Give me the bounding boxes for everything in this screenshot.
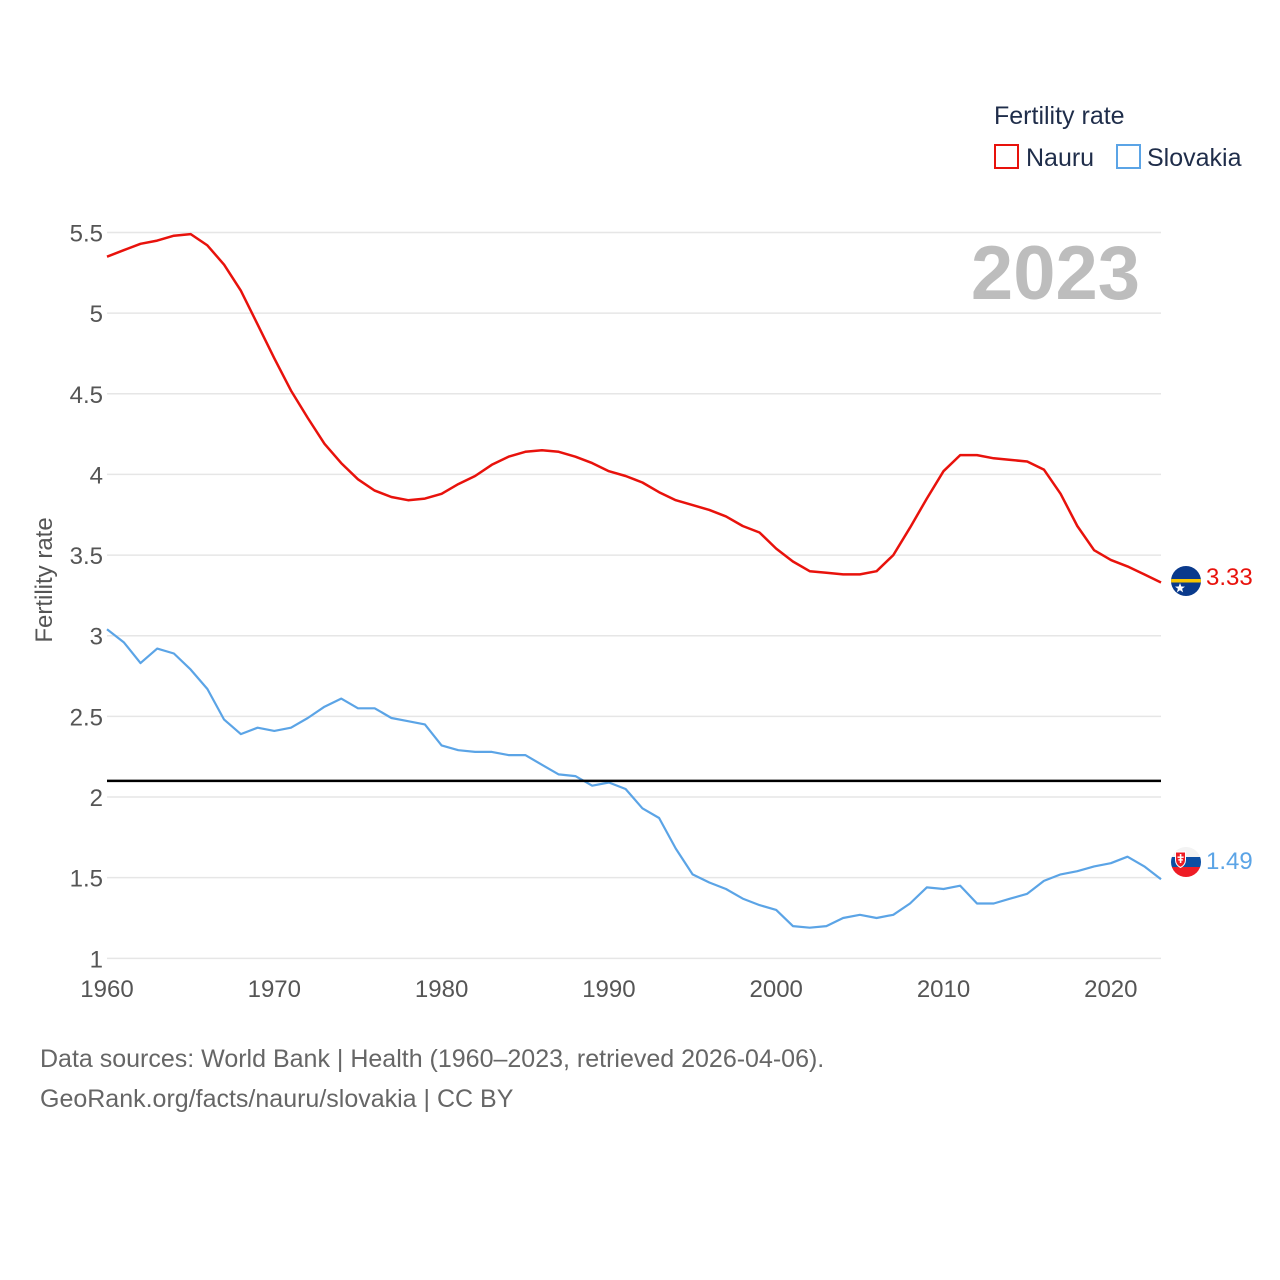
grid-lines — [107, 231, 1161, 960]
slovakia-flag-icon — [1171, 847, 1201, 877]
series-lines — [106, 232, 1162, 929]
x-tick-labels: 1960 1970 1980 1990 2000 2010 2020 — [80, 976, 1137, 1003]
y-tick-label: 5 — [90, 301, 103, 328]
x-tick-label: 1980 — [415, 976, 468, 1003]
y-tick-label: 4.5 — [70, 382, 103, 409]
end-value-label-slovakia: 1.49 — [1206, 848, 1253, 875]
y-tick-label: 2.5 — [70, 704, 103, 731]
x-tick-label: 2010 — [917, 976, 970, 1003]
legend-title: Fertility rate — [994, 102, 1125, 130]
x-tick-label: 1970 — [248, 976, 301, 1003]
y-axis-title: Fertility rate — [31, 517, 58, 642]
legend-swatch-slovakia[interactable] — [1116, 144, 1141, 169]
x-tick-label: 2000 — [750, 976, 803, 1003]
year-label: 2023 — [971, 231, 1140, 316]
credit-text: GeoRank.org/facts/nauru/slovakia | CC BY — [40, 1085, 514, 1113]
y-tick-label: 4 — [90, 462, 103, 489]
fertility-chart: 1 1.5 2 2.5 3 3.5 4 4.5 5 5.5 1960 1970 1980 1990 200… — [31, 102, 1253, 1003]
x-tick-label: 1960 — [80, 976, 133, 1003]
y-tick-label: 1 — [90, 946, 103, 973]
data-source-text: Data sources: World Bank | Health (1960–… — [40, 1045, 825, 1073]
x-tick-label: 2020 — [1084, 976, 1137, 1003]
x-tick-label: 1990 — [582, 976, 635, 1003]
series-line-nauru[interactable] — [106, 232, 1162, 584]
y-tick-label: 3.5 — [70, 543, 103, 570]
legend-swatch-nauru[interactable] — [994, 144, 1019, 169]
legend-label-slovakia[interactable]: Slovakia — [1147, 144, 1242, 172]
y-tick-label: 3 — [90, 624, 103, 651]
legend: Fertility rate Nauru Slovakia — [994, 102, 1242, 172]
y-tick-label: 1.5 — [70, 866, 103, 893]
y-tick-label: 5.5 — [70, 220, 103, 247]
legend-label-nauru[interactable]: Nauru — [1026, 144, 1094, 172]
end-value-label-nauru: 3.33 — [1206, 564, 1253, 591]
series-line-slovakia[interactable] — [106, 628, 1162, 929]
y-tick-label: 2 — [90, 785, 103, 812]
y-tick-labels: 1 1.5 2 2.5 3 3.5 4 4.5 5 5.5 — [70, 220, 103, 973]
nauru-flag-icon — [1171, 566, 1201, 596]
